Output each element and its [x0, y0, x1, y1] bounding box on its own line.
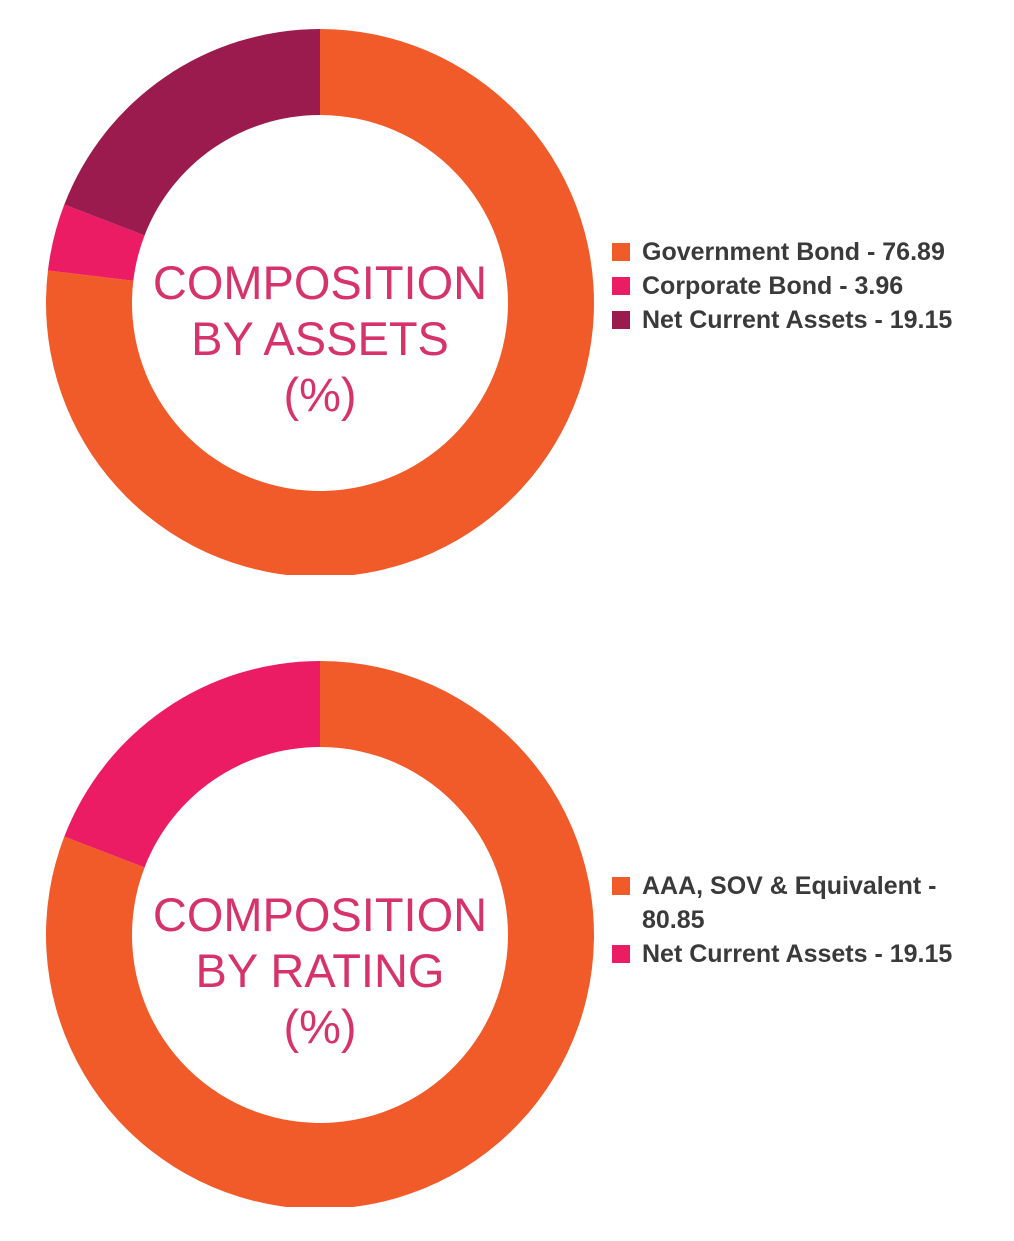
legend-label: Net Current Assets - 19.15	[642, 306, 953, 334]
center-title-line: (%)	[283, 368, 357, 421]
donut-slice-government-bond	[46, 29, 594, 575]
donut-slice-corporate-bond	[47, 204, 145, 281]
donut-slice-net-current-assets	[64, 29, 320, 236]
legend-rating: AAA, SOV & Equivalent - 80.85 Net Curren…	[612, 869, 1002, 971]
donut-rating-svg	[46, 661, 594, 1207]
legend-item-aaa-sov: AAA, SOV & Equivalent - 80.85	[612, 869, 1002, 937]
legend-swatch	[612, 243, 630, 261]
legend-item-government-bond: Government Bond - 76.89	[612, 235, 952, 269]
legend-swatch	[612, 877, 630, 895]
center-title-rating: COMPOSITION BY RATING (%)	[120, 887, 520, 1055]
center-title-line: BY ASSETS	[191, 312, 449, 365]
legend-label: Corporate Bond - 3.96	[642, 272, 904, 300]
legend-item-corporate-bond: Corporate Bond - 3.96	[612, 269, 952, 303]
legend-assets: Government Bond - 76.89 Corporate Bond -…	[612, 235, 952, 337]
center-title-line: COMPOSITION	[152, 888, 488, 941]
center-title-line: (%)	[283, 1000, 357, 1053]
center-title-assets: COMPOSITION BY ASSETS (%)	[120, 255, 520, 423]
legend-label: Government Bond - 76.89	[642, 238, 945, 266]
legend-swatch	[612, 945, 630, 963]
center-title-line: BY RATING	[195, 944, 445, 997]
center-title-line: COMPOSITION	[152, 256, 488, 309]
donut-assets-svg	[46, 29, 594, 575]
donut-chart-assets: COMPOSITION BY ASSETS (%)	[0, 15, 640, 575]
legend-item-net-current-assets: Net Current Assets - 19.15	[612, 937, 1002, 971]
legend-swatch	[612, 311, 630, 329]
legend-label: Net Current Assets - 19.15	[642, 940, 953, 968]
donut-chart-rating: COMPOSITION BY RATING (%)	[0, 647, 640, 1207]
donut-slice-aaa-sov-equivalent	[46, 661, 594, 1207]
legend-label: AAA, SOV & Equivalent - 80.85	[642, 872, 937, 934]
legend-swatch	[612, 277, 630, 295]
donut-slice-net-current-assets	[64, 661, 320, 868]
legend-item-net-current-assets: Net Current Assets - 19.15	[612, 303, 952, 337]
